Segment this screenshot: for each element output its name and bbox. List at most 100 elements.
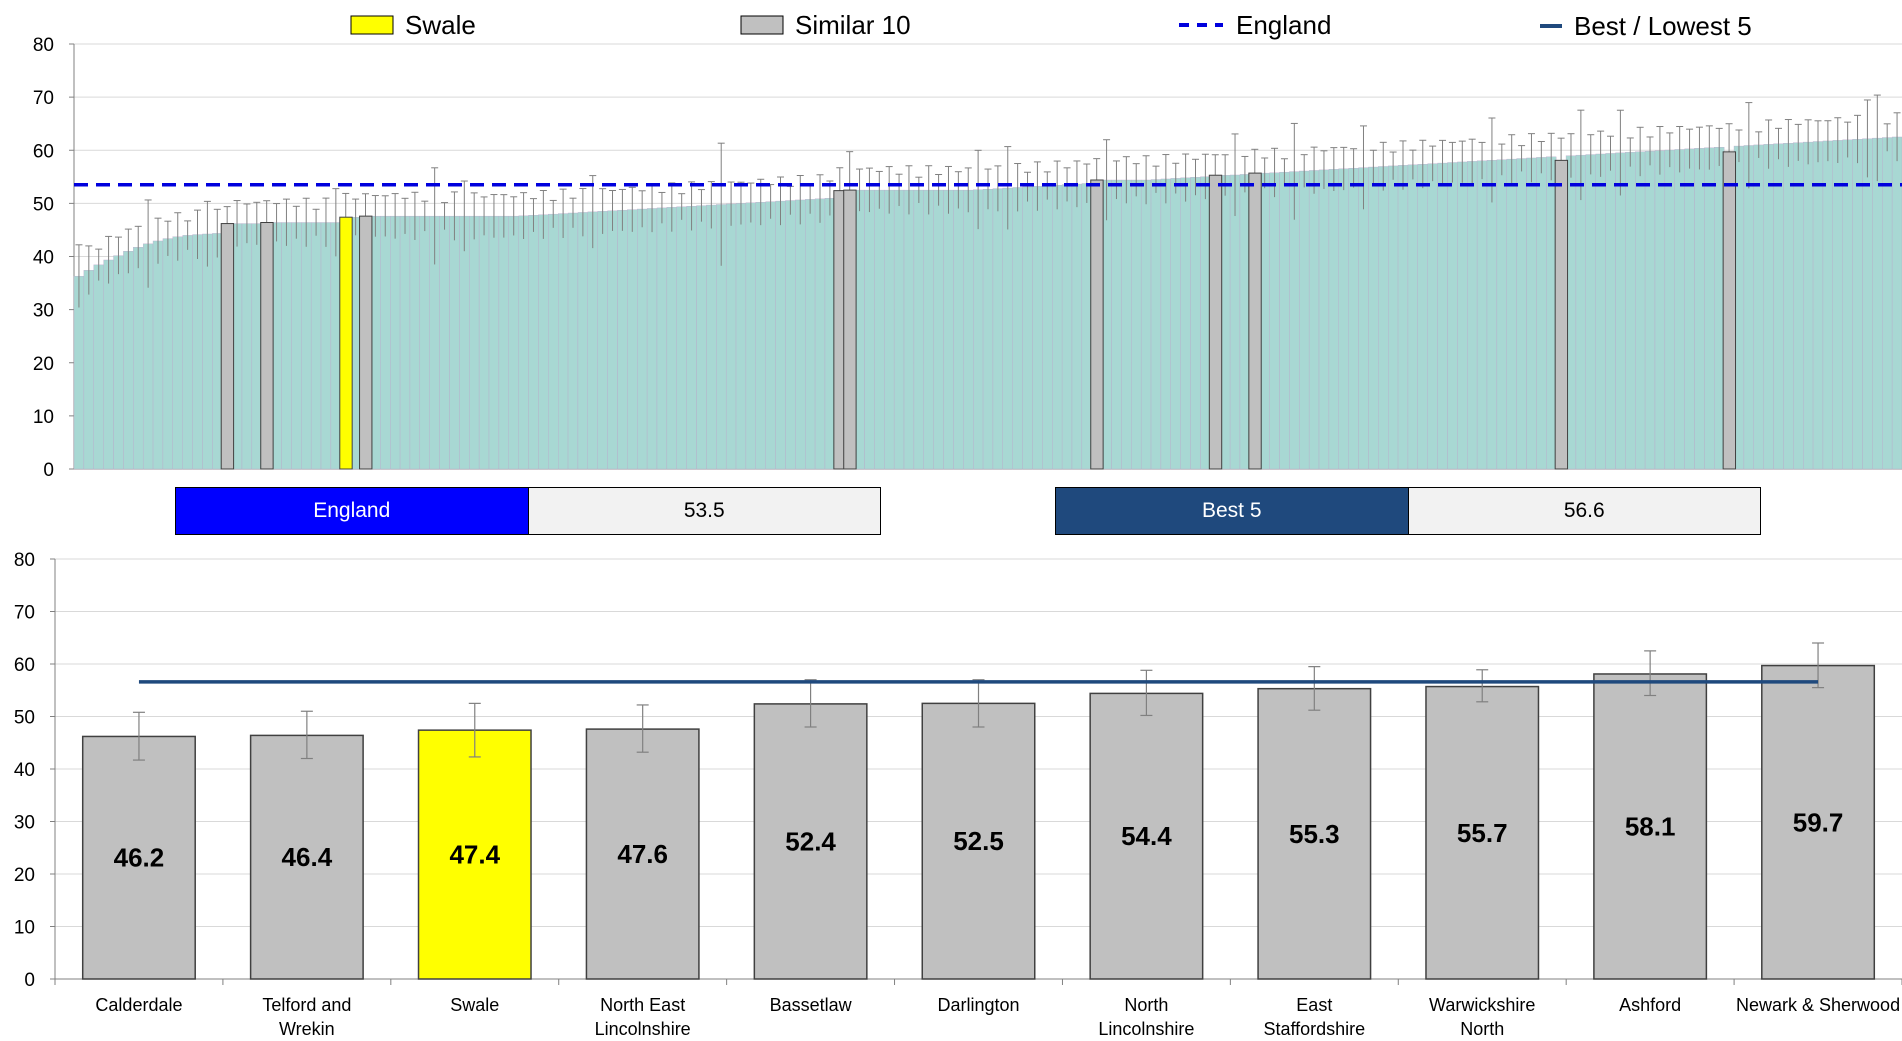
bottom-bar — [921, 702, 1036, 980]
bottom-value-label: 52.4 — [785, 826, 836, 856]
top-highlight-bar — [339, 216, 353, 470]
top-highlight-bar — [1248, 172, 1262, 470]
bottom-category-label: Calderdale — [95, 995, 182, 1015]
top-bar — [162, 238, 173, 470]
bottom-category-label: Newark & Sherwood — [1736, 995, 1900, 1015]
top-ytick-label: 0 — [43, 460, 54, 481]
top-bar — [1694, 148, 1705, 470]
top-bar — [1467, 161, 1478, 470]
top-bar — [291, 222, 302, 470]
top-bar — [1803, 141, 1814, 470]
top-bar — [528, 215, 539, 470]
top-bar — [627, 209, 638, 470]
top-bar — [686, 206, 697, 470]
bottom-category-label: Swale — [450, 995, 499, 1015]
legend-england-label: England — [1236, 10, 1331, 40]
top-bar — [1022, 186, 1033, 470]
top-bar — [310, 222, 322, 470]
bottom-value-label: 55.3 — [1289, 819, 1340, 849]
top-bar — [775, 200, 786, 470]
bottom-ytick-label: 50 — [14, 708, 35, 729]
bottom-bar — [1761, 664, 1876, 980]
best5-summary-value: 56.6 — [1407, 488, 1760, 534]
top-bar — [241, 223, 253, 470]
top-bar — [795, 199, 806, 470]
bottom-ytick-label: 10 — [14, 918, 35, 939]
top-bar — [1635, 151, 1646, 470]
top-highlight-bar — [1090, 179, 1104, 470]
top-bar — [1407, 164, 1419, 470]
top-bar — [1457, 161, 1468, 470]
top-bar — [953, 189, 964, 470]
legend-similar-swatch — [740, 15, 784, 35]
top-bar — [1308, 170, 1320, 470]
bottom-ytick-label: 70 — [14, 603, 35, 624]
top-bar — [963, 189, 974, 470]
bottom-category-label-line: North East — [600, 995, 685, 1015]
legend-best-label: Best / Lowest 5 — [1574, 11, 1752, 41]
top-highlight-bar — [1208, 174, 1223, 470]
top-bar — [1388, 165, 1399, 470]
top-bar — [1704, 147, 1715, 470]
bottom-value-label: 52.5 — [953, 826, 1004, 856]
bottom-category-label-line: Swale — [450, 995, 499, 1015]
top-bar — [1793, 142, 1804, 470]
bottom-category-label-line: Darlington — [937, 995, 1019, 1015]
top-bar — [1150, 179, 1162, 470]
top-bar — [380, 215, 391, 470]
top-bar — [805, 199, 816, 470]
bottom-bar — [1089, 692, 1204, 980]
top-bar — [745, 202, 756, 470]
top-bar — [1269, 172, 1280, 470]
bottom-category-label-line: North — [1124, 995, 1168, 1015]
top-bar — [538, 214, 549, 470]
top-bar — [1476, 160, 1488, 470]
top-bar — [1763, 144, 1774, 470]
top-bar — [1496, 159, 1507, 470]
top-bar — [498, 215, 509, 470]
bottom-category-label-line: Staffordshire — [1263, 1019, 1365, 1039]
top-bar — [617, 209, 628, 470]
top-ytick-label: 50 — [33, 194, 54, 215]
top-bar — [735, 203, 747, 470]
top-bar — [1358, 167, 1369, 470]
top-bar — [1644, 150, 1656, 470]
bottom-value-label: 46.2 — [114, 843, 165, 873]
top-bar — [202, 233, 213, 470]
bottom-bar — [585, 728, 700, 980]
top-bar — [192, 234, 203, 470]
top-bar — [637, 208, 648, 470]
top-bar — [1180, 177, 1191, 470]
top-bar — [1397, 165, 1409, 470]
bottom-category-label: North Lincolnshire — [1098, 995, 1194, 1039]
bottom-ytick-label: 80 — [14, 550, 35, 571]
top-bar — [1595, 153, 1606, 470]
top-bar — [459, 215, 470, 470]
bottom-category-label-line: Wrekin — [279, 1019, 335, 1039]
top-bar — [1615, 152, 1626, 470]
top-bar — [1753, 144, 1764, 470]
top-bar — [1131, 179, 1142, 470]
top-bar — [1832, 140, 1843, 470]
bottom-category-label: North East Lincolnshire — [595, 995, 691, 1039]
top-bar — [103, 259, 114, 470]
top-bar — [1674, 149, 1685, 470]
top-bar — [1625, 152, 1636, 470]
top-bar — [409, 215, 421, 470]
bottom-category-label: Warwickshire North — [1429, 995, 1535, 1039]
bottom-chart-error-bars — [132, 642, 1825, 761]
top-bar — [646, 208, 658, 470]
bottom-category-label-line: Ashford — [1619, 995, 1681, 1015]
top-bar — [893, 189, 905, 470]
top-bar — [903, 189, 915, 470]
top-bar — [666, 207, 677, 470]
england-summary-box: England 53.5 — [175, 487, 881, 535]
bottom-category-label-line: Lincolnshire — [1098, 1019, 1194, 1039]
top-ytick-label: 10 — [33, 407, 54, 428]
top-bar — [113, 255, 124, 470]
top-bar — [1516, 158, 1527, 470]
top-bar — [1654, 150, 1666, 470]
top-bar — [1575, 154, 1586, 470]
top-highlight-bar — [843, 189, 857, 470]
